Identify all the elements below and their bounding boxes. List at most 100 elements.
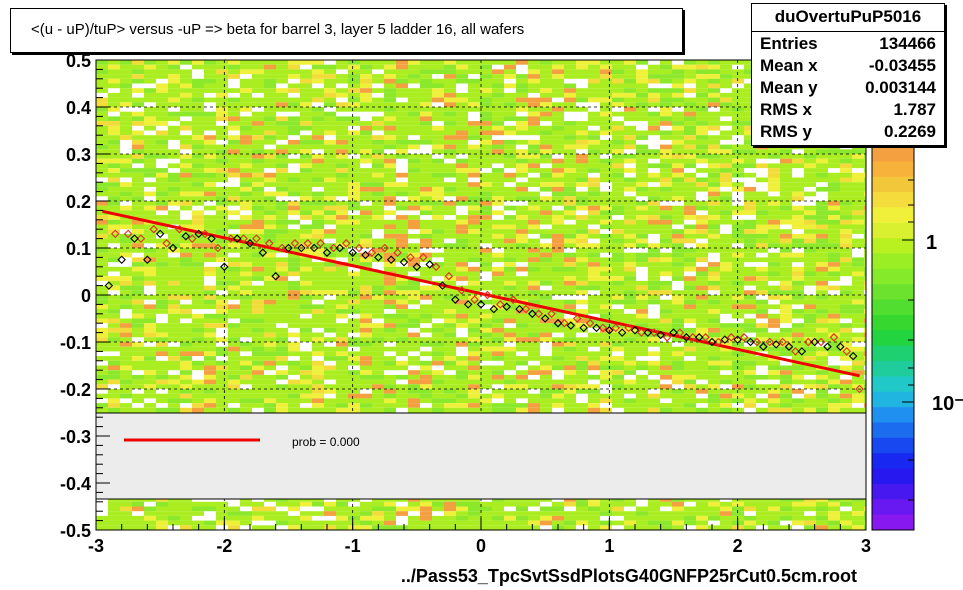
heatmap-cell: [696, 215, 708, 220]
heatmap-cell: [792, 252, 804, 258]
heatmap-cell: [204, 299, 216, 305]
heatmap-cell: [108, 248, 120, 253]
heatmap-cell: [684, 205, 696, 211]
heatmap-cell: [264, 276, 276, 281]
heatmap-cell: [768, 318, 780, 324]
heatmap-cell: [144, 332, 156, 338]
heatmap-cell: [588, 393, 600, 399]
heatmap-cell: [768, 186, 780, 192]
heatmap-cell: [600, 299, 612, 305]
heatmap-cell: [624, 342, 636, 347]
heatmap-cell: [636, 168, 648, 173]
heatmap-cell: [396, 238, 408, 244]
heatmap-cell: [456, 111, 468, 117]
heatmap-cell: [636, 102, 648, 107]
heatmap-cell: [564, 266, 576, 272]
heatmap-cell: [744, 233, 756, 239]
heatmap-cell: [828, 158, 840, 164]
heatmap-cell: [636, 69, 648, 75]
heatmap-cell: [228, 116, 240, 122]
heatmap-cell: [636, 229, 648, 234]
heatmap-cell: [108, 238, 120, 244]
heatmap-cell: [408, 97, 420, 103]
heatmap-cell: [468, 107, 480, 112]
heatmap-cell: [828, 224, 840, 230]
heatmap-cell: [720, 92, 732, 98]
heatmap-cell: [672, 102, 684, 107]
heatmap-cell: [480, 238, 492, 244]
heatmap-cell: [180, 191, 192, 197]
heatmap-cell: [744, 205, 756, 211]
heatmap-cell: [660, 224, 672, 230]
heatmap-cell: [864, 144, 866, 150]
heatmap-cell: [816, 224, 828, 230]
heatmap-cell: [660, 92, 672, 98]
heatmap-cell: [180, 83, 192, 89]
heatmap-cell: [768, 238, 780, 244]
heatmap-cell: [564, 154, 576, 159]
heatmap-cell: [672, 346, 684, 352]
heatmap-cell: [684, 238, 696, 244]
heatmap-cell: [792, 370, 804, 375]
heatmap-cell: [372, 276, 384, 281]
heatmap-cell: [600, 262, 612, 267]
heatmap-cell: [276, 304, 288, 310]
heatmap-cell: [120, 384, 132, 389]
heatmap-cell: [660, 168, 672, 173]
heatmap-cell: [432, 313, 444, 319]
heatmap-cell: [144, 78, 156, 84]
heatmap-cell: [684, 64, 696, 70]
heatmap-cell: [672, 290, 684, 295]
heatmap-cell: [228, 280, 240, 286]
heatmap-cell: [456, 158, 468, 164]
heatmap-cell: [516, 215, 528, 220]
heatmap-cell: [648, 219, 660, 225]
heatmap-cell: [828, 403, 840, 408]
heatmap-cell: [432, 323, 444, 328]
heatmap-cell: [528, 130, 540, 136]
heatmap-cell: [264, 266, 276, 272]
heatmap-cell: [372, 139, 384, 145]
heatmap-cell: [612, 243, 624, 248]
heatmap-cell: [276, 318, 288, 324]
heatmap-cell: [720, 295, 732, 300]
heatmap-cell: [696, 111, 708, 117]
heatmap-cell: [168, 323, 180, 328]
heatmap-cell: [840, 332, 852, 338]
heatmap-cell: [576, 252, 588, 258]
heatmap-cell: [672, 407, 684, 413]
heatmap-cell: [180, 384, 192, 389]
heatmap-cell: [852, 356, 864, 361]
heatmap-cell: [324, 102, 336, 107]
heatmap-cell: [564, 135, 576, 140]
heatmap-cell: [384, 177, 396, 183]
heatmap-cell: [816, 168, 828, 173]
heatmap-cell: [348, 97, 360, 103]
heatmap-cell: [192, 238, 204, 244]
heatmap-cell: [132, 332, 144, 338]
heatmap-cell: [576, 360, 588, 366]
heatmap-cell: [516, 83, 528, 89]
heatmap-cell: [444, 121, 456, 126]
heatmap-cell: [228, 121, 240, 126]
heatmap-cell: [132, 233, 144, 239]
heatmap-cell: [444, 111, 456, 117]
heatmap-cell: [804, 304, 816, 310]
heatmap-cell: [744, 276, 756, 281]
heatmap-cell: [564, 215, 576, 220]
heatmap-cell: [168, 130, 180, 136]
heatmap-cell: [312, 332, 324, 338]
heatmap-cell: [216, 154, 228, 159]
heatmap-cell: [696, 229, 708, 234]
heatmap-cell: [576, 163, 588, 169]
heatmap-cell: [168, 149, 180, 154]
heatmap-cell: [696, 384, 708, 389]
heatmap-cell: [468, 248, 480, 253]
heatmap-cell: [576, 266, 588, 272]
heatmap-cell: [504, 285, 516, 291]
heatmap-cell: [108, 144, 120, 150]
heatmap-cell: [336, 107, 348, 112]
heatmap-cell: [504, 74, 516, 79]
heatmap-cell: [576, 389, 588, 394]
heatmap-cell: [564, 182, 576, 187]
